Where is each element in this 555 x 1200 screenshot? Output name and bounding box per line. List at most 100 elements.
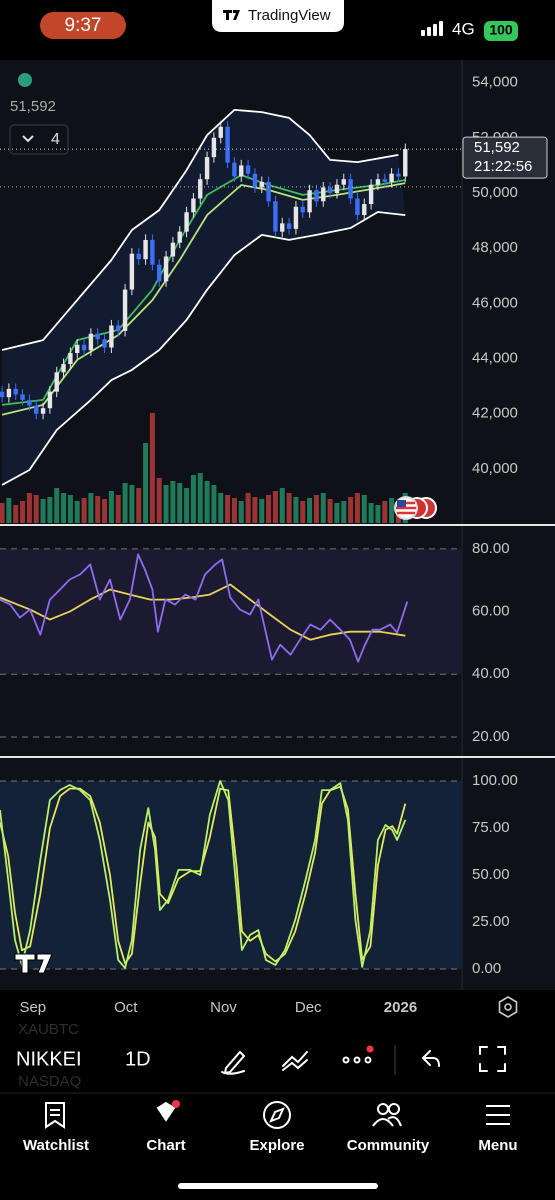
y-tick-label: 80.00 [472,540,510,557]
volume-bar [266,495,272,523]
symbol[interactable]: NIKKEI [16,1048,82,1070]
candle-body [184,212,189,232]
tab-label[interactable]: Explore [249,1137,304,1154]
candle-body [300,206,305,213]
volume-bar [272,491,278,523]
status-dot[interactable] [18,73,32,87]
band-fill [2,109,406,485]
tab-bar: Watchlist Chart Explore Community Menu [23,1137,518,1154]
volume-bar [33,495,39,523]
volume-bar [54,488,60,523]
candle-body [280,223,285,232]
candle-body [327,187,333,193]
y-tick-label: 54,000 [472,74,518,91]
volume-bar [102,499,108,523]
y-tick-label: 20.00 [472,728,510,745]
tab-label[interactable]: Watchlist [23,1137,89,1154]
indicator-line [0,780,407,969]
settings-dot [504,1003,512,1011]
level-band [0,548,462,675]
tv-watermark [14,953,53,974]
candle-body [95,333,100,340]
volume-bar [238,501,244,523]
candle-body [252,173,258,188]
indicator-toggle[interactable] [9,124,69,155]
signal-icon [421,21,443,36]
volume-bar [122,483,128,523]
candle-body [211,137,217,158]
home-indicator [178,1183,378,1189]
status-time: 9:37 [65,15,102,36]
volume-bar [354,493,360,523]
volume-bar [197,473,203,523]
candle-body [109,325,114,348]
candle-body [27,399,32,406]
volume-bar [129,485,135,523]
candle-body [136,253,141,260]
volume-bar [40,499,46,523]
candle-body [239,165,244,177]
candle-body [88,333,94,351]
volume-bar [327,499,333,523]
candle-body [157,264,162,282]
volume-bar [259,499,265,523]
price-pane: 54,00052,00050,00048,00046,00044,00042,0… [0,74,548,523]
candle-body [368,184,374,205]
volume-bar [334,503,340,523]
y-tick-label: 48,000 [472,239,518,256]
tab-label[interactable]: Community [347,1137,430,1154]
notification-dot [172,1100,180,1108]
indicator-count: 4 [51,131,60,148]
interval[interactable]: 1D [125,1048,151,1070]
network: 4G [452,19,475,38]
volume-bar [204,481,210,523]
volume-bar [95,496,101,523]
volume-bar [300,501,306,523]
volume-bar [389,498,395,523]
watermark-symbol: XAUBTC [18,1021,79,1038]
volume-bar [368,503,374,523]
candle-body [150,239,155,265]
bollinger-line [1,109,399,351]
rsi-pane: 80.00 60.00 40.00 20.00 [0,540,510,745]
volume-bar [252,497,258,523]
volume-bar [6,498,12,523]
price-tag [462,136,548,179]
candle-body [259,181,264,188]
candle-body [314,190,319,202]
volume-bar [136,488,142,523]
toolbar-icons[interactable] [221,1046,506,1075]
y-tick-label: 42,000 [472,405,518,422]
candle-body [245,165,251,174]
bollinger-line [1,211,406,486]
candle-body [382,179,387,182]
candle-body [13,388,18,395]
candle-body [68,353,73,365]
tab-label[interactable]: Chart [146,1137,185,1154]
volume-bar [88,493,94,523]
volume-bar [341,501,347,523]
y-tick-label: 44,000 [472,350,518,367]
volume-bar [225,495,231,523]
candle-body [307,190,312,213]
candle-body [54,372,59,392]
tab-label[interactable]: Menu [478,1137,517,1154]
candle-body [75,344,80,354]
tv-logo [223,10,240,20]
candle-body [293,206,299,229]
candle-body [348,179,353,199]
stoch-pane: 100.00 75.00 50.00 25.00 0.00 [0,772,518,977]
candle-body [116,325,121,331]
y-tick-label: 75.00 [472,819,510,836]
y-tick-label: 46,000 [472,294,518,311]
settings-icon[interactable] [498,996,518,1018]
price-tag-value: 51,592 [474,139,520,156]
candle-body [129,253,135,290]
tab-icons[interactable] [45,1101,510,1129]
candle-body [34,405,39,414]
volume-bar [61,493,67,523]
volume-bar [156,478,162,523]
candle-body [47,391,53,409]
